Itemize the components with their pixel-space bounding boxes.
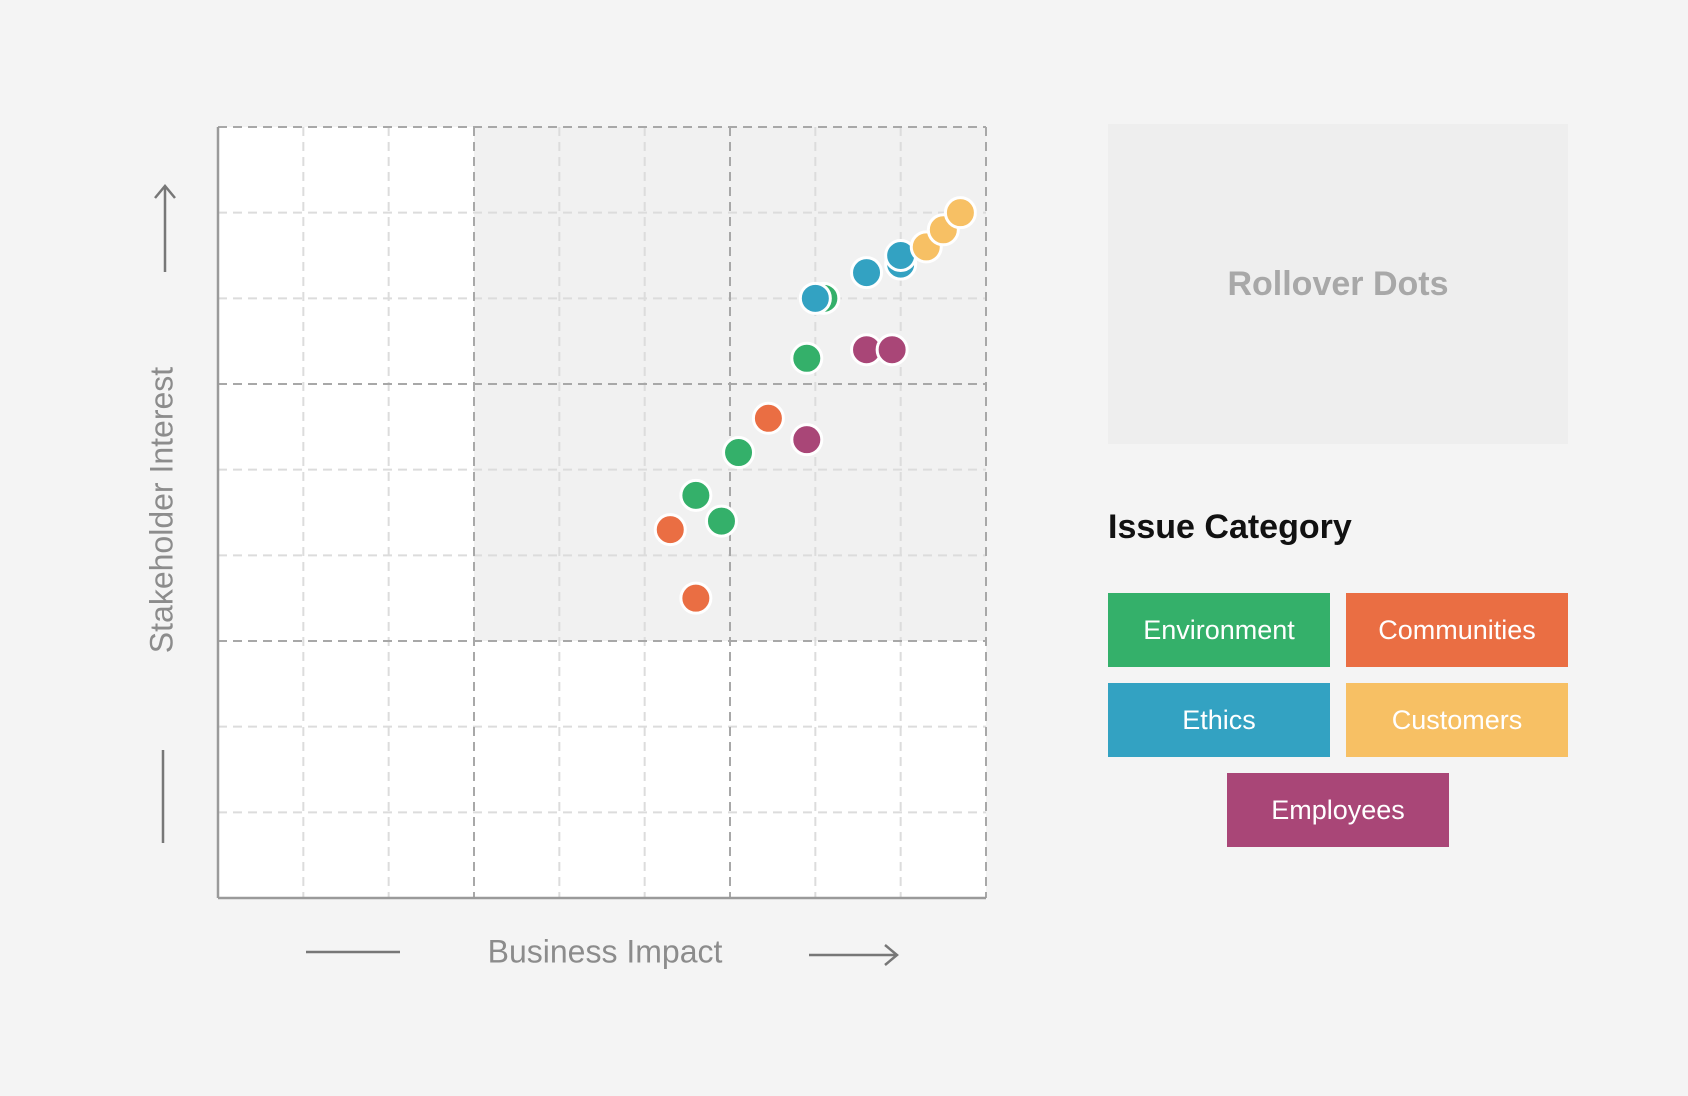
data-point-ethics[interactable] (850, 256, 884, 290)
x-axis-arrow-right-head (884, 944, 899, 966)
legend-ethics-button[interactable]: Ethics (1108, 683, 1330, 757)
data-point-environment[interactable] (679, 478, 713, 512)
legend-communities-button[interactable]: Communities (1346, 593, 1568, 667)
data-point-communities[interactable] (653, 513, 687, 547)
legend-employees-label: Employees (1271, 794, 1405, 825)
y-axis-label: Stakeholder Interest (143, 366, 180, 654)
x-axis-label: Business Impact (487, 933, 723, 970)
legend-ethics-label: Ethics (1182, 704, 1256, 735)
data-point-communities[interactable] (751, 401, 785, 435)
rollover-panel: Rollover Dots (1108, 124, 1568, 444)
legend-environment-button[interactable]: Environment (1108, 593, 1330, 667)
chart-grid (216, 126, 987, 900)
legend-customers-button[interactable]: Customers (1346, 683, 1568, 757)
legend-environment-label: Environment (1143, 614, 1295, 645)
data-point-communities[interactable] (679, 581, 713, 615)
y-axis-arrow-up-head (154, 184, 176, 199)
legend-customers-label: Customers (1391, 704, 1523, 735)
rollover-title: Rollover Dots (1227, 264, 1449, 303)
axis-arrows (154, 184, 899, 966)
data-point-environment[interactable] (722, 436, 756, 470)
data-point-ethics[interactable] (798, 281, 832, 315)
legend-title: Issue Category (1108, 508, 1352, 546)
data-point-environment[interactable] (790, 341, 824, 375)
data-point-customers[interactable] (943, 196, 977, 230)
data-points (653, 196, 977, 615)
data-point-employees[interactable] (875, 333, 909, 367)
legend-communities-label: Communities (1378, 614, 1536, 645)
data-point-environment[interactable] (704, 504, 738, 538)
data-point-employees[interactable] (790, 423, 824, 457)
legend-employees-button[interactable]: Employees (1227, 773, 1449, 847)
